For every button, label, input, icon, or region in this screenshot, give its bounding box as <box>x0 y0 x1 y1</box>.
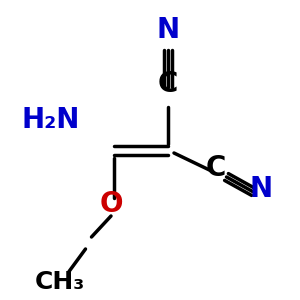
Text: N: N <box>156 16 180 44</box>
Text: N: N <box>249 175 273 203</box>
Text: CH₃: CH₃ <box>35 270 85 294</box>
Text: C: C <box>206 154 226 182</box>
Text: C: C <box>158 70 178 98</box>
Text: H₂N: H₂N <box>22 106 80 134</box>
Text: O: O <box>99 190 123 218</box>
